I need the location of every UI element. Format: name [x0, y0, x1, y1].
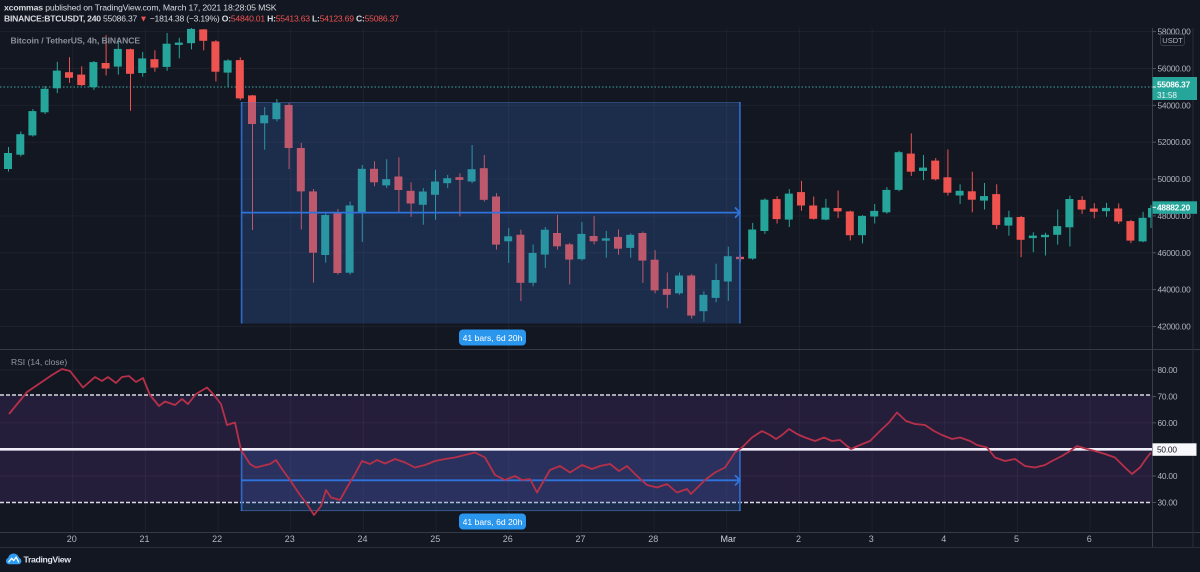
svg-text:RSI (14, close): RSI (14, close)	[11, 357, 67, 367]
svg-text:56000.00: 56000.00	[1158, 64, 1192, 74]
svg-text:28: 28	[648, 534, 658, 544]
svg-text:50.00: 50.00	[1157, 445, 1177, 455]
svg-text:44000.00: 44000.00	[1158, 285, 1192, 295]
svg-text:80.00: 80.00	[1158, 365, 1178, 375]
svg-text:24: 24	[357, 534, 367, 544]
svg-text:BINANCE:BTCUSDT, 240 55086.37: BINANCE:BTCUSDT, 240 55086.37 ▼ −1814.38…	[4, 14, 399, 24]
svg-text:22: 22	[212, 534, 222, 544]
svg-text:30.00: 30.00	[1158, 498, 1178, 508]
svg-text:41 bars, 6d 20h: 41 bars, 6d 20h	[463, 333, 523, 343]
svg-text:46000.00: 46000.00	[1158, 248, 1192, 258]
svg-text:42000.00: 42000.00	[1158, 322, 1192, 332]
svg-text:TradingView: TradingView	[24, 554, 72, 564]
svg-text:5: 5	[1014, 534, 1019, 544]
svg-text:25: 25	[430, 534, 440, 544]
svg-text:4: 4	[941, 534, 946, 544]
svg-text:27: 27	[575, 534, 585, 544]
svg-text:2: 2	[796, 534, 801, 544]
svg-text:60.00: 60.00	[1158, 418, 1178, 428]
svg-text:70.00: 70.00	[1158, 392, 1178, 402]
svg-text:6: 6	[1087, 534, 1092, 544]
svg-text:20: 20	[67, 534, 77, 544]
svg-text:23: 23	[285, 534, 295, 544]
svg-text:40.00: 40.00	[1158, 471, 1178, 481]
svg-text:48000.00: 48000.00	[1158, 211, 1192, 221]
svg-text:52000.00: 52000.00	[1158, 137, 1192, 147]
svg-text:55086.37: 55086.37	[1157, 80, 1191, 90]
svg-text:48882.20: 48882.20	[1157, 203, 1191, 213]
svg-text:xcommas published on TradingVi: xcommas published on TradingView.com, Ma…	[4, 3, 277, 13]
svg-text:58000.00: 58000.00	[1158, 27, 1192, 37]
svg-text:USDT: USDT	[1162, 36, 1183, 45]
svg-text:31:58: 31:58	[1157, 90, 1177, 100]
svg-text:26: 26	[503, 534, 513, 544]
svg-text:Mar: Mar	[720, 534, 736, 544]
svg-text:41 bars, 6d 20h: 41 bars, 6d 20h	[463, 517, 523, 527]
svg-text:3: 3	[869, 534, 874, 544]
svg-text:50000.00: 50000.00	[1158, 174, 1192, 184]
svg-text:54000.00: 54000.00	[1158, 100, 1192, 110]
svg-text:Bitcoin / TetherUS, 4h, BINANC: Bitcoin / TetherUS, 4h, BINANCE	[11, 35, 141, 45]
svg-text:21: 21	[139, 534, 149, 544]
